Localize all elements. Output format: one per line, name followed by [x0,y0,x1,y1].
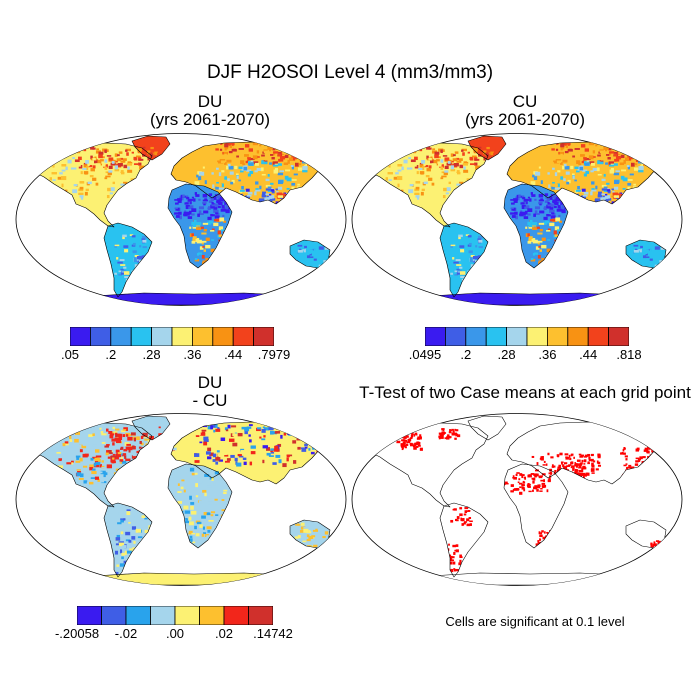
colorbar-swatch [101,605,127,626]
panel-diff-title-line2: - CU [192,391,228,410]
coastline-north-america [27,422,153,508]
land-north-america [364,423,488,507]
tick-label: .14742 [253,626,293,641]
tick-label: -.02 [114,626,138,641]
land-antarctica [386,573,654,585]
tick-label: .28 [142,347,161,362]
tick-label: .818 [616,347,642,362]
map-ttest [350,412,684,587]
coastline-eurasia [170,421,333,485]
colorbar-swatch [192,326,214,347]
tick-label: .44 [224,347,243,362]
coastline-africa [167,183,233,269]
coastline-greenland [131,415,171,441]
coastline-africa [167,463,233,549]
land-greenland [468,416,506,440]
coastline-eurasia [506,421,669,485]
coastline-south-america [439,222,489,298]
land-antarctica [386,293,654,305]
panel-du-title-line2: (yrs 2061-2070) [149,110,270,129]
map-du [14,132,348,307]
colorbar-du-labels: .05 .2 .28 .36 .44 .7979 [61,347,290,363]
tick-label: .2 [105,347,117,362]
colorbar-swatch [174,605,200,626]
coastline-south-america [103,222,153,298]
coastline-greenland [467,135,507,161]
colorbar-swatch [130,326,153,347]
colorbar-cu [424,326,630,351]
panel-cu-title-line2: (yrs 2061-2070) [464,110,585,129]
colorbar-cu-labels: .0495 .2 .28 .36 .44 .818 [409,347,642,363]
colorbar-swatch [89,326,112,347]
colorbar-swatch [232,326,254,347]
colorbar-diff [76,605,274,630]
colorbar-swatch [110,326,132,347]
tick-label: -.20058 [54,626,100,641]
colorbar-swatch [506,326,528,347]
colorbar-swatch [223,605,249,626]
map-cu [350,132,684,307]
colorbar-swatch [547,326,569,347]
colorbar-swatch [212,326,234,347]
colorbar-swatch [608,326,630,347]
colorbar-swatch [76,605,102,626]
panel-cu-title: CU (yrs 2061-2070) [395,93,655,129]
colorbar-swatch [587,326,609,347]
land-antarctica [50,573,318,585]
colorbar-du [69,326,275,351]
panel-du-title: DU (yrs 2061-2070) [80,93,340,129]
land-south-america [104,223,152,297]
panel-ttest-title: T-Test of two Case means at each grid po… [350,384,700,402]
colorbar-swatch [465,326,487,347]
colorbar-swatch [526,326,548,347]
colorbar-swatch [125,605,151,626]
tick-label: .05 [60,347,80,362]
land-africa [504,464,568,548]
tick-label: .2 [460,347,472,362]
panel-ttest-title-line1: T-Test of two Case means at each grid po… [359,383,691,402]
colorbar-swatch [151,326,173,347]
coastline-south-america [439,502,489,578]
figure-title: DJF H2OSOI Level 4 (mm3/mm3) [206,62,494,83]
coastline-north-america [363,142,489,228]
map-diff [14,412,348,587]
colorbar-swatch [444,326,467,347]
colorbar-swatch [567,326,589,347]
panel-diff-title: DU - CU [80,374,340,410]
land-australia [290,520,330,548]
colorbar-swatch [171,326,193,347]
tick-label: .28 [497,347,516,362]
coastline-africa [503,463,569,549]
colorbar-swatch [253,326,275,347]
colorbar-diff-labels: -.20058 -.02 .00 .02 .14742 [55,626,293,642]
coastline-greenland [131,135,171,161]
colorbar-swatch [248,605,274,626]
land-south-america [440,223,488,297]
coastline-eurasia [506,141,669,205]
tick-label: .36 [183,347,202,362]
panel-diff-title-line1: DU [197,373,223,392]
coastline-south-america [103,502,153,578]
tick-label: .36 [538,347,557,362]
colorbar-swatch [69,326,91,347]
tick-label: .44 [579,347,598,362]
panel-du-title-line1: DU [197,92,223,111]
coastline-north-america [363,422,489,508]
colorbar-swatch [199,605,225,626]
land-antarctica [50,293,318,305]
colorbar-swatch [424,326,446,347]
coastline-eurasia [170,141,333,205]
tick-label: .00 [165,626,185,641]
tick-label: .02 [214,626,234,641]
colorbar-swatch [485,326,508,347]
land-africa [168,464,232,548]
tick-label: .7979 [257,347,291,362]
significance-note: Cells are significant at 0.1 level [445,614,625,629]
coastline-north-america [27,142,153,228]
coastline-africa [503,183,569,269]
colorbar-swatch [150,605,176,626]
tick-label: .0495 [408,347,442,362]
coastline-greenland [467,415,507,441]
panel-cu-title-line1: CU [512,92,538,111]
